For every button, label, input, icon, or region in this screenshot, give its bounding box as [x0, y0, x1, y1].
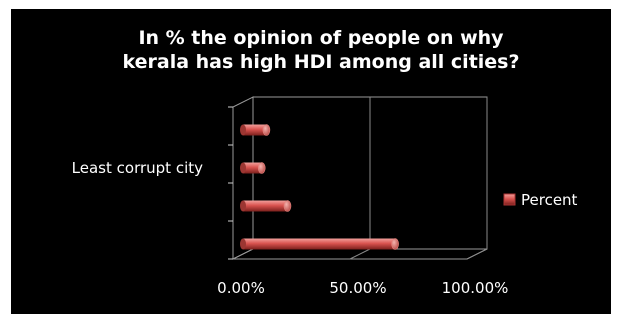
bar-cap — [262, 124, 271, 136]
bars-group — [240, 124, 399, 250]
bar-body — [243, 200, 288, 212]
chart-frame: In % the opinion of people on why kerala… — [11, 9, 611, 314]
bar — [240, 238, 399, 250]
bar-body — [243, 238, 396, 250]
gridline-floor — [349, 248, 371, 260]
chart-canvas: In % the opinion of people on why kerala… — [72, 27, 578, 297]
legend-label-percent: Percent — [521, 191, 578, 209]
category-label: Least corrupt city — [72, 159, 203, 177]
plot-area — [228, 96, 488, 260]
x-tick-label: 50.00% — [329, 279, 386, 297]
legend-swatch — [503, 193, 516, 206]
bar-body — [243, 162, 262, 174]
bar-base — [240, 238, 246, 250]
bar-cap — [283, 200, 292, 212]
x-axis-ticks: 0.00% 50.00% 100.00% — [217, 279, 508, 297]
bar — [240, 200, 292, 212]
bar-cap — [257, 162, 266, 174]
bar-cap — [391, 238, 399, 250]
side-wall — [232, 96, 254, 260]
x-tick-label: 0.00% — [217, 279, 265, 297]
bar — [240, 162, 266, 174]
bar-base — [240, 124, 246, 136]
y-axis-categories: Least corrupt city — [72, 159, 203, 177]
chart-title-line-2: kerala has high HDI among all cities? — [122, 51, 519, 73]
bar — [240, 124, 271, 136]
bar-body — [243, 124, 267, 136]
bar-base — [240, 162, 246, 174]
gridline-floor — [466, 248, 488, 260]
legend: Percent — [503, 191, 578, 209]
chart-title-line-1: In % the opinion of people on why — [138, 27, 504, 49]
bar-base — [240, 200, 246, 212]
x-tick-label: 100.00% — [442, 279, 509, 297]
